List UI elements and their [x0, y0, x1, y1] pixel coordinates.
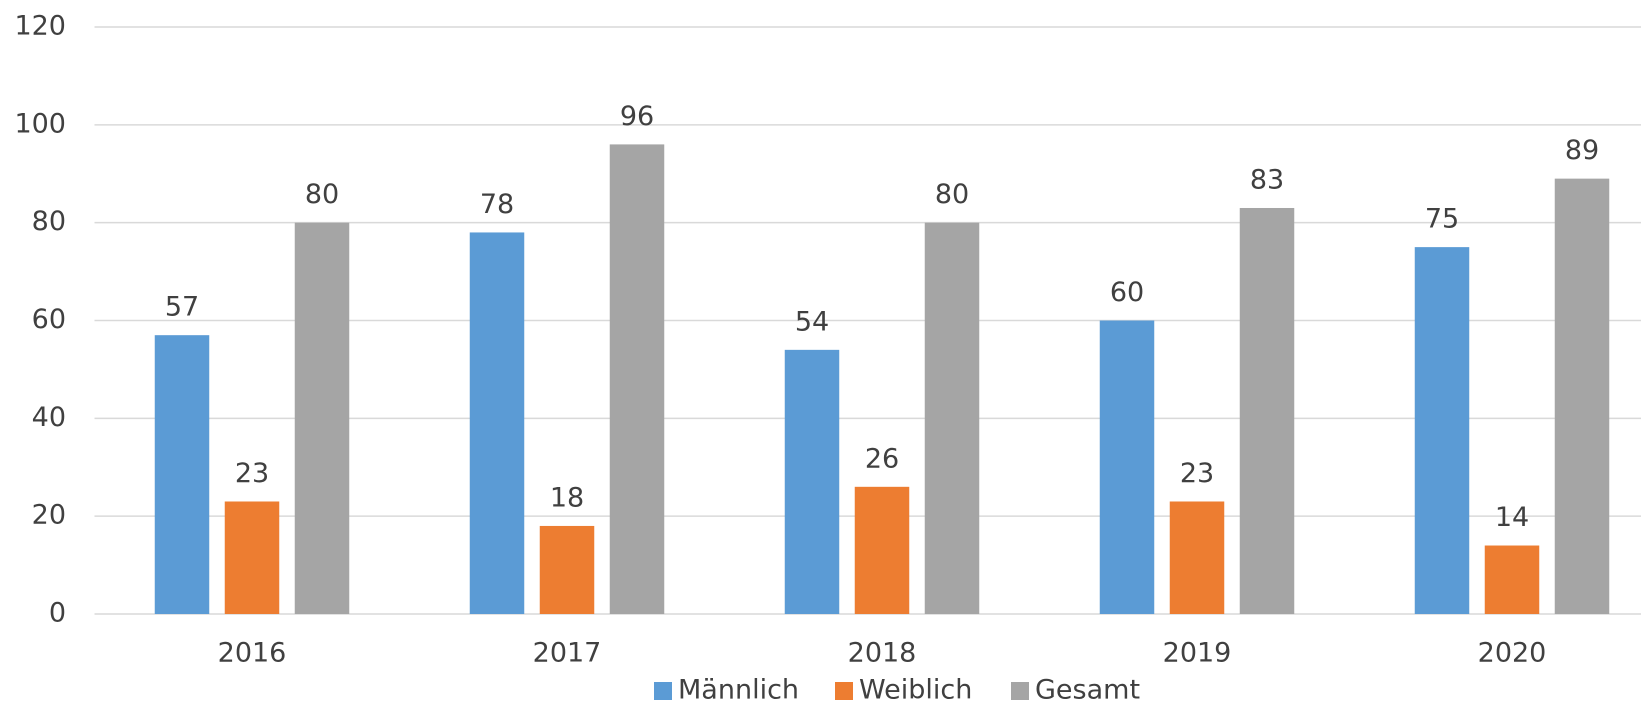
legend-label: Weiblich: [859, 675, 972, 704]
data-label: 26: [865, 443, 899, 474]
data-label: 23: [1180, 458, 1214, 489]
x-tick-label: 2018: [848, 638, 917, 669]
bar: [1099, 320, 1155, 614]
data-label: 83: [1250, 164, 1284, 195]
y-tick-label: 0: [49, 598, 66, 629]
data-label: 80: [305, 179, 339, 210]
data-label: 89: [1565, 135, 1599, 166]
bar: [1484, 545, 1540, 614]
bar: [224, 501, 280, 614]
bar: [294, 222, 350, 614]
data-label: 23: [235, 458, 269, 489]
bar: [609, 144, 665, 614]
legend-swatch: [835, 682, 853, 700]
data-label: 60: [1110, 277, 1144, 308]
bar: [154, 335, 210, 614]
x-tick-label: 2019: [1163, 638, 1232, 669]
data-label: 80: [935, 179, 969, 210]
data-label: 78: [480, 189, 514, 220]
x-tick-label: 2017: [533, 638, 602, 669]
y-tick-label: 80: [32, 206, 66, 237]
x-tick-label: 2020: [1478, 638, 1547, 669]
data-label: 18: [550, 482, 584, 513]
legend-swatch: [654, 682, 672, 700]
bar: [1169, 501, 1225, 614]
data-label: 96: [620, 101, 654, 132]
bar: [784, 349, 840, 614]
y-tick-label: 20: [32, 500, 66, 531]
legend-swatch: [1011, 682, 1029, 700]
bar: [924, 222, 980, 614]
data-label: 14: [1495, 502, 1529, 533]
data-label: 57: [165, 292, 199, 323]
x-tick-label: 2016: [218, 638, 287, 669]
bar: [469, 232, 525, 614]
y-tick-label: 40: [32, 402, 66, 433]
bar: [854, 486, 910, 614]
y-tick-label: 60: [32, 304, 66, 335]
bar: [539, 525, 595, 614]
legend-label: Gesamt: [1035, 675, 1140, 704]
y-tick-label: 100: [14, 108, 66, 139]
bar: [1239, 207, 1295, 614]
y-tick-label: 120: [14, 11, 66, 42]
data-label: 75: [1425, 204, 1459, 235]
bar: [1554, 178, 1610, 614]
legend-label: Männlich: [678, 675, 799, 704]
data-label: 54: [795, 306, 829, 337]
bar: [1414, 247, 1470, 614]
